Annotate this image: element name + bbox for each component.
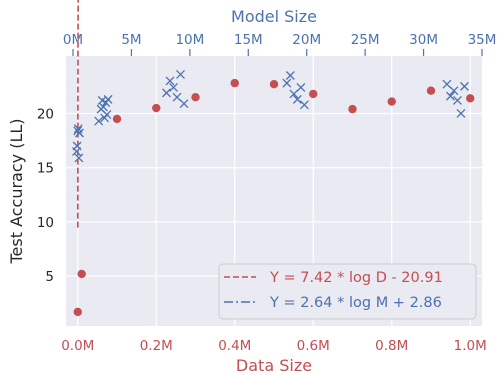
data-point-circle — [77, 269, 86, 279]
data-point-x — [176, 69, 185, 79]
data-point-x — [453, 95, 462, 105]
data-point-x — [289, 89, 299, 99]
data-point-x — [442, 79, 452, 89]
data-point-x — [94, 116, 104, 126]
data-point-circle — [152, 103, 161, 113]
y-tick-label: 10 — [37, 215, 54, 231]
data-point-circle — [348, 104, 357, 114]
data-point-x — [74, 153, 84, 163]
data-point-x — [179, 99, 189, 109]
fit-line-data — [77, 0, 79, 228]
data-point-x — [299, 100, 309, 110]
data-point-circle — [309, 89, 318, 99]
x-bottom-tick-label: 0.2M — [140, 338, 173, 354]
data-point-x — [460, 81, 469, 91]
x-bottom-tick-label: 0.8M — [375, 338, 408, 354]
data-point-circle — [112, 114, 122, 124]
legend-label-data-fit: Y = 7.42 * log D - 20.91 — [269, 270, 443, 286]
fit-curves — [77, 0, 79, 228]
data-point-circle — [269, 79, 279, 89]
y-tick-label: 5 — [45, 269, 54, 285]
x-top-tick-label: 5M — [121, 32, 141, 48]
data-point-x — [456, 109, 466, 118]
legend-box — [218, 263, 477, 320]
x-bottom-tick-label: 0.6M — [297, 338, 330, 354]
data-point-x — [296, 82, 306, 92]
x-bottom-tick-label: 1.0M — [454, 338, 487, 354]
x-top-tick-label: 35M — [468, 32, 497, 48]
data-point-x — [162, 88, 171, 98]
y-tick-label: 15 — [37, 161, 54, 177]
data-point-circle — [73, 307, 82, 317]
x-top-tick-label: 30M — [409, 32, 438, 48]
x-top-tick-label: 20M — [292, 32, 321, 48]
axis-ticks: 0.0M 0.2M 0.4M 0.6M 0.8M 1.0M 0M 5M 10M 15M 20M 25M… — [37, 32, 497, 354]
x-top-tick-label: 0M — [63, 32, 83, 48]
data-point-x — [172, 92, 182, 102]
data-point-circle — [387, 97, 396, 106]
x-axis-label-bottom: Data Size — [236, 356, 312, 375]
data-point-x — [445, 91, 455, 101]
data-point-x — [72, 141, 82, 151]
data-point-circle — [426, 86, 436, 95]
x-axis-label-top: Model Size — [231, 7, 317, 26]
data-point-circle — [230, 78, 239, 88]
y-axis-label: Test Accuracy (LL) — [7, 118, 26, 264]
data-point-x — [102, 110, 112, 120]
data-point-x — [449, 86, 459, 96]
x-bottom-tick-label: 0.4M — [218, 338, 251, 354]
x-top-tick-label: 25M — [351, 32, 380, 48]
data-point-x — [285, 71, 295, 80]
x-bottom-tick-label: 0.0M — [61, 338, 94, 354]
data-point-x — [282, 78, 292, 88]
data-point-x — [103, 94, 113, 104]
x-top-tick-label: 10M — [175, 32, 204, 48]
data-marks — [72, 69, 475, 317]
y-tick-label: 20 — [37, 106, 54, 122]
legend: Y = 7.42 * log D - 20.91 Y = 2.64 * log … — [218, 263, 477, 320]
data-point-circle — [466, 94, 475, 103]
legend-label-model-fit: Y = 2.64 * log M + 2.86 — [269, 295, 442, 311]
data-point-x — [169, 82, 178, 92]
data-point-circle — [191, 93, 200, 102]
x-top-tick-label: 15M — [234, 32, 263, 48]
data-point-x — [165, 76, 175, 86]
data-point-x — [98, 102, 108, 112]
data-point-x — [74, 128, 84, 138]
data-point-x — [292, 94, 302, 104]
